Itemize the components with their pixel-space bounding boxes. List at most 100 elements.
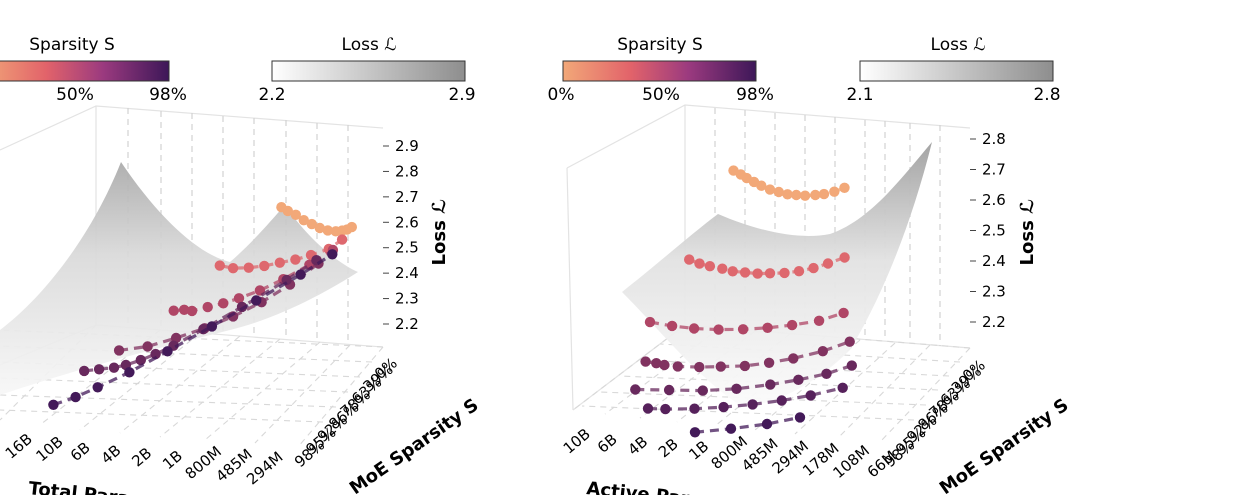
data-point — [788, 353, 799, 364]
data-point — [108, 362, 120, 373]
data-point — [218, 298, 229, 309]
data-point — [813, 315, 825, 326]
data-point — [829, 186, 840, 197]
z-tick-label: 2.8 — [982, 130, 1006, 148]
data-point — [659, 359, 670, 371]
right-sparsity-colorbar: Sparsity S 0% 50% 98% — [548, 35, 774, 105]
left-panel: Sparsity S 50% 98% Loss ℒ 2.2 2.9 — [0, 35, 483, 495]
z-tick-label: 2.2 — [982, 313, 1006, 331]
data-point — [179, 304, 190, 315]
data-point — [782, 189, 793, 200]
data-point — [243, 262, 254, 273]
x-tick-label: 6B — [67, 438, 94, 465]
z-tick-label: 2.5 — [982, 222, 1006, 240]
data-point — [793, 266, 805, 277]
z-tick-label: 2.6 — [982, 191, 1006, 209]
right-sparsity-colorbar-bar — [562, 60, 757, 82]
right-loss-colorbar-bar — [859, 60, 1054, 82]
right-y-axis-label: MoE Sparsity S — [936, 395, 1073, 495]
data-point — [776, 395, 787, 406]
data-point — [718, 401, 729, 413]
left-z-ticks: 2.2 2.3 2.4 2.5 2.6 2.7 2.8 2.9 — [383, 137, 419, 333]
x-tick-label: 6B — [594, 430, 621, 457]
data-point — [762, 322, 773, 333]
data-point — [752, 268, 763, 279]
left-back-gridlines — [127, 108, 349, 344]
data-point — [672, 361, 683, 372]
right-loss-tick-1: 2.1 — [846, 85, 873, 105]
right-z-ticks: 2.2 2.3 2.4 2.5 2.6 2.7 2.8 — [970, 130, 1006, 331]
x-tick-label: 16B — [2, 430, 36, 463]
data-point — [839, 182, 850, 193]
data-point — [259, 260, 270, 272]
data-point — [717, 263, 728, 274]
right-loss-tick-2: 2.8 — [1033, 85, 1060, 105]
data-point — [821, 368, 832, 379]
left-y-ticks: 98%95%92%86%78%63%39%0% — [291, 354, 401, 471]
left-sparsity-colorbar-title: Sparsity S — [29, 35, 115, 55]
z-tick-label: 2.3 — [982, 283, 1006, 301]
data-point — [756, 180, 767, 191]
data-point — [150, 348, 161, 360]
data-point — [162, 346, 173, 357]
data-point — [651, 358, 662, 369]
data-point — [694, 258, 705, 269]
z-tick-label: 2.2 — [395, 315, 419, 333]
z-tick-label: 2.3 — [395, 290, 419, 308]
right-loss-colorbar: Loss ℒ 2.1 2.8 — [846, 35, 1060, 105]
data-point — [844, 336, 855, 347]
data-point — [660, 403, 671, 415]
data-point — [236, 301, 248, 313]
data-point — [786, 319, 798, 331]
data-point — [282, 205, 293, 217]
left-loss-colorbar-bar — [271, 60, 466, 82]
data-point — [818, 188, 830, 200]
data-point — [306, 218, 317, 230]
data-point — [822, 258, 834, 269]
data-point — [739, 267, 751, 278]
data-point — [322, 225, 333, 236]
left-sparsity-colorbar-bar — [0, 60, 170, 82]
z-tick-label: 2.6 — [395, 213, 419, 231]
data-point — [764, 268, 776, 279]
data-point — [727, 266, 738, 277]
left-y-axis-label: MoE Sparsity S — [346, 395, 483, 495]
right-sparsity-colorbar-title: Sparsity S — [617, 35, 703, 55]
data-point — [48, 399, 59, 410]
data-point — [731, 383, 742, 394]
data-point — [715, 361, 726, 372]
z-tick-label: 2.9 — [395, 137, 419, 155]
data-point — [689, 427, 701, 438]
data-point — [290, 209, 301, 220]
data-point — [839, 252, 850, 263]
right-series-layer — [630, 165, 857, 438]
x-tick-label: 2B — [655, 435, 682, 462]
data-point — [808, 262, 819, 274]
z-tick-label: 2.7 — [395, 188, 419, 206]
data-point — [298, 215, 309, 226]
data-point — [713, 324, 724, 335]
data-point — [93, 364, 105, 375]
data-point — [295, 269, 306, 280]
right-loss-colorbar-title: Loss ℒ — [931, 35, 986, 55]
x-tick-label: 2B — [128, 444, 155, 471]
data-point — [202, 301, 213, 313]
data-point — [805, 390, 816, 401]
left-x-axis-label: Total Param — [27, 478, 149, 495]
data-point — [689, 403, 700, 414]
data-point — [233, 293, 245, 304]
data-point — [336, 234, 348, 245]
data-point — [747, 399, 758, 410]
left-sparsity-colorbar: Sparsity S 50% 98% — [0, 35, 187, 105]
data-point — [764, 184, 776, 195]
data-point — [251, 295, 262, 306]
data-point — [779, 267, 790, 279]
data-point — [684, 254, 695, 265]
data-point — [227, 263, 239, 274]
left-sparsity-tick-2: 98% — [149, 85, 187, 105]
data-point — [697, 385, 708, 396]
right-x-axis-label: Active Param — [585, 478, 721, 495]
z-tick-label: 2.5 — [395, 239, 419, 257]
data-point — [666, 320, 678, 332]
